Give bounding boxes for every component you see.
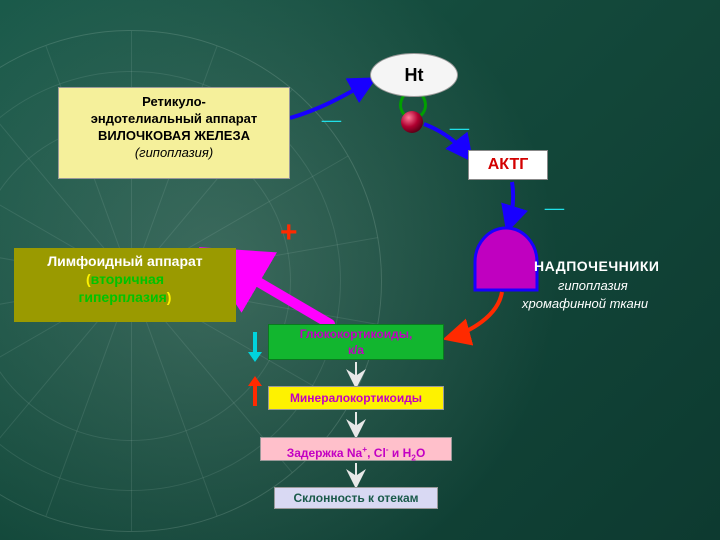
retic-line4: (гипоплазия) bbox=[59, 145, 289, 162]
trend-mineralo-up bbox=[250, 378, 260, 412]
gland-ball bbox=[401, 111, 423, 133]
retic-line2: эндотелиальный аппарат bbox=[59, 111, 289, 128]
sign-minus-3: _ bbox=[545, 176, 564, 215]
sign-plus: + bbox=[280, 216, 298, 250]
retic-line3: ВИЛОЧКОВАЯ ЖЕЛЕЗА bbox=[59, 128, 289, 145]
edge-aktg-adrenal bbox=[508, 182, 513, 228]
node-ht: Ht bbox=[370, 53, 458, 97]
node-retic: Ретикуло- эндотелиальный аппарат ВИЛОЧКО… bbox=[58, 87, 290, 179]
node-aktg: АКТГ bbox=[468, 150, 548, 180]
adrenal-sub2: хромафинной ткани bbox=[522, 296, 648, 311]
lymph-line3: гиперплазия) bbox=[14, 288, 236, 306]
node-mineralo: Минералокортикоиды bbox=[268, 386, 444, 410]
edema-label: Склонность к отекам bbox=[293, 491, 418, 505]
retention-label: Задержка Na+, Cl- и H2O bbox=[287, 446, 426, 460]
node-lymph: Лимфоидный аппарат (вторичная гиперплази… bbox=[14, 248, 236, 322]
adrenal-title: НАДПОЧЕЧНИКИ bbox=[534, 258, 659, 274]
node-edema: Склонность к отекам bbox=[274, 487, 438, 509]
trend-gluco-down bbox=[250, 326, 260, 360]
gluco-sub: к/а bbox=[269, 343, 443, 359]
retic-line1: Ретикуло- bbox=[59, 94, 289, 111]
node-ht-label: Ht bbox=[405, 65, 424, 86]
lymph-line2: (вторичная bbox=[14, 270, 236, 288]
node-gluco: Глюкокортикоиды, к/а bbox=[268, 324, 444, 360]
sign-minus-2: _ bbox=[450, 96, 469, 135]
gluco-label: Глюкокортикоиды, bbox=[269, 327, 443, 343]
adrenal-sub1: гипоплазия bbox=[558, 278, 628, 293]
lymph-line1: Лимфоидный аппарат bbox=[14, 252, 236, 270]
node-adrenal-shape bbox=[475, 228, 537, 290]
sign-minus-1: _ bbox=[322, 88, 341, 127]
node-retention: Задержка Na+, Cl- и H2O bbox=[260, 437, 452, 461]
node-aktg-label: АКТГ bbox=[488, 156, 529, 173]
mineralo-label: Минералокортикоиды bbox=[290, 391, 422, 405]
gland-stem bbox=[401, 95, 426, 118]
edge-adrenal-gluco bbox=[448, 292, 502, 338]
